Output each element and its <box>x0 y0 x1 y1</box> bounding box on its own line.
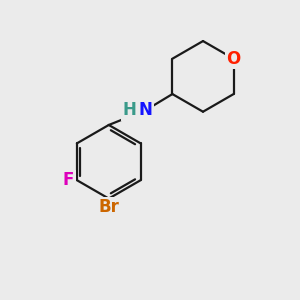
Text: H: H <box>122 101 136 119</box>
Text: O: O <box>226 50 241 68</box>
Text: Br: Br <box>98 198 119 216</box>
Text: N: N <box>139 101 152 119</box>
Text: F: F <box>63 171 74 189</box>
